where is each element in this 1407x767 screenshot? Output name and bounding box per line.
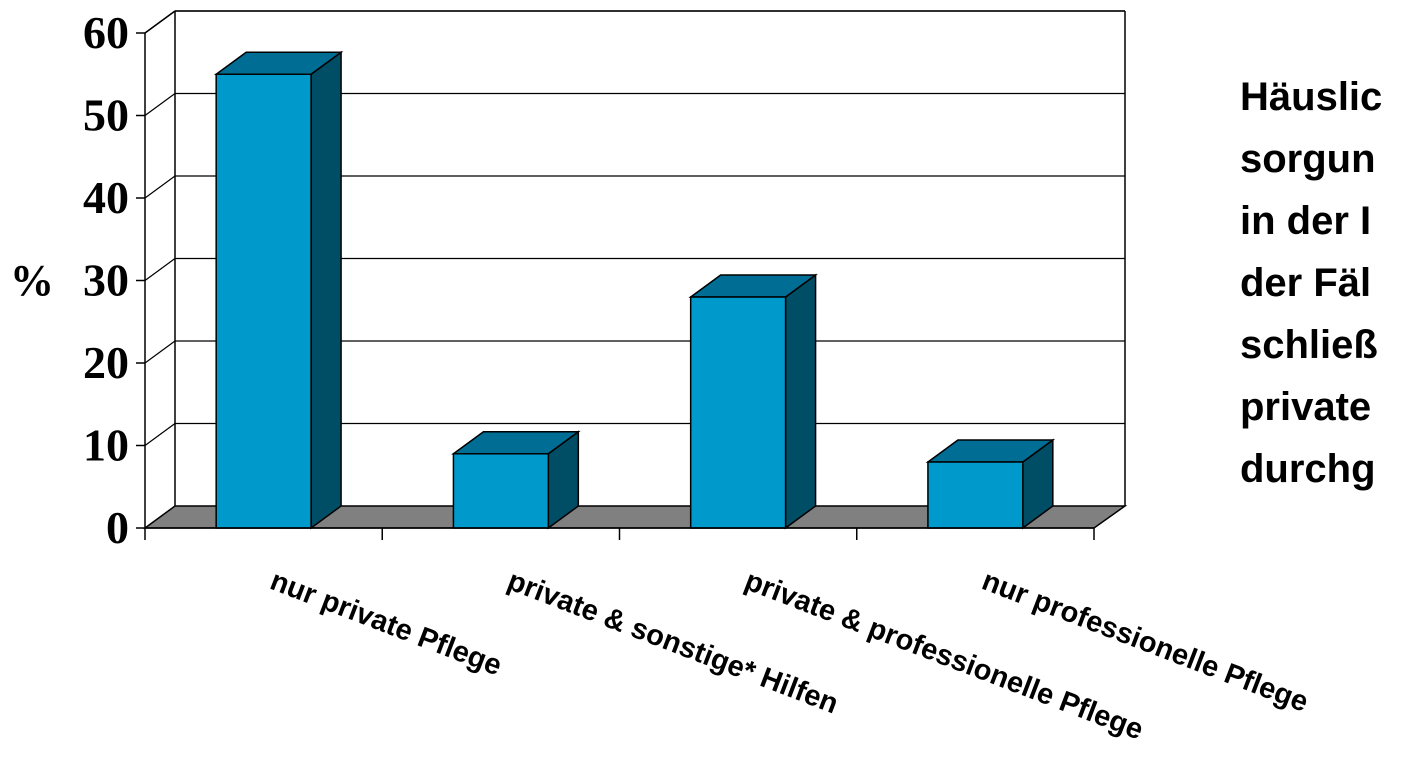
gridline-diagonal <box>144 175 176 199</box>
bar-front <box>927 461 1024 529</box>
x-tick-label: private & professionelle Pflege <box>740 565 1147 747</box>
gridline-diagonal <box>144 258 176 281</box>
bar <box>451 430 581 530</box>
y-tick-label: 20 <box>83 337 129 388</box>
y-tick-label: 30 <box>83 255 129 306</box>
gridline-diagonal <box>144 340 176 364</box>
y-tick-label: 10 <box>83 420 129 471</box>
gridline-diagonal <box>144 10 176 34</box>
y-tick-label: 0 <box>106 502 129 553</box>
y-tick-labels: 0 10 20 30 40 50 60 <box>83 7 129 553</box>
side-text: Häuslic sorgun in der I der Fäl schließ priva… <box>1240 75 1382 491</box>
side-text-line: private <box>1240 385 1371 429</box>
bar <box>213 50 344 530</box>
gridline-diagonal <box>144 423 176 446</box>
bar-front <box>452 453 550 529</box>
side-text-line: in der I <box>1240 199 1371 243</box>
bar <box>925 438 1056 530</box>
side-text-line: sorgun <box>1240 137 1376 181</box>
y-tick-label: 60 <box>83 7 129 58</box>
side-text-line: der Fäl <box>1240 261 1371 305</box>
y-axis-label: % <box>10 256 54 305</box>
x-tick-label: nur private Pflege <box>266 565 506 683</box>
y-tick-label: 50 <box>83 90 129 141</box>
gridline-diagonal <box>144 93 176 116</box>
side-text-line: schließ <box>1240 323 1378 367</box>
bar-side <box>784 273 817 530</box>
bars <box>213 50 1056 530</box>
side-text-line: Häuslic <box>1240 75 1382 119</box>
bar <box>688 273 818 530</box>
bar-side <box>310 50 342 530</box>
bar-front <box>689 296 787 529</box>
bar-front <box>215 73 312 529</box>
y-tick-label: 40 <box>83 172 129 223</box>
side-text-line: durchg <box>1240 447 1376 491</box>
